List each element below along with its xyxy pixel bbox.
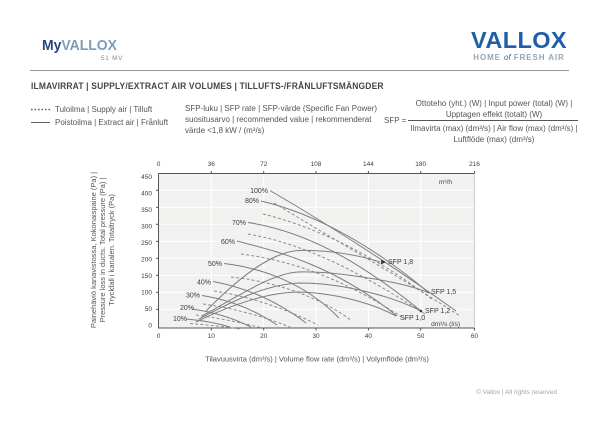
svg-text:72: 72	[260, 161, 268, 168]
svg-text:108: 108	[311, 161, 322, 168]
svg-text:dm³/s (l/s): dm³/s (l/s)	[431, 321, 460, 328]
svg-text:100: 100	[141, 290, 152, 297]
svg-text:SFP 1,8: SFP 1,8	[388, 259, 413, 266]
svg-text:200: 200	[141, 257, 152, 264]
svg-text:20: 20	[260, 333, 268, 340]
svg-text:400: 400	[141, 191, 152, 198]
svg-text:10%: 10%	[173, 316, 187, 323]
svg-text:80%: 80%	[245, 198, 259, 205]
svg-text:450: 450	[141, 174, 152, 181]
svg-text:144: 144	[363, 161, 374, 168]
svg-text:60%: 60%	[221, 239, 235, 246]
svg-text:50%: 50%	[208, 261, 222, 268]
svg-text:180: 180	[415, 161, 426, 168]
svg-text:300: 300	[141, 224, 152, 231]
svg-text:SFP 1,5: SFP 1,5	[431, 289, 456, 296]
svg-text:Pressure loss in ducts. Total: Pressure loss in ducts. Total pressure (…	[98, 178, 107, 323]
svg-text:SFP 1,2: SFP 1,2	[425, 308, 450, 315]
svg-text:150: 150	[141, 273, 152, 280]
svg-text:40%: 40%	[197, 280, 211, 287]
svg-text:0: 0	[157, 333, 161, 340]
svg-text:10: 10	[208, 333, 216, 340]
svg-text:36: 36	[208, 161, 216, 168]
svg-text:100%: 100%	[250, 188, 268, 195]
svg-text:20%: 20%	[180, 305, 194, 312]
svg-text:250: 250	[141, 240, 152, 247]
svg-text:50: 50	[145, 306, 153, 313]
svg-text:30%: 30%	[186, 293, 200, 300]
svg-text:Tilavuusvirta (dm³/s) | Volume: Tilavuusvirta (dm³/s) | Volume flow rate…	[205, 355, 429, 364]
svg-text:30: 30	[312, 333, 320, 340]
svg-text:40: 40	[365, 333, 373, 340]
svg-text:Painehäviö kanavistossa, Kokon: Painehäviö kanavistossa, Kokonaispaine (…	[89, 172, 98, 328]
svg-text:350: 350	[141, 207, 152, 214]
svg-text:50: 50	[417, 333, 425, 340]
svg-text:m³/h: m³/h	[439, 179, 452, 186]
svg-text:60: 60	[471, 333, 479, 340]
svg-text:0: 0	[148, 323, 152, 330]
svg-text:216: 216	[469, 161, 480, 168]
svg-text:SFP 1,0: SFP 1,0	[400, 315, 425, 322]
svg-text:70%: 70%	[232, 220, 246, 227]
svg-text:Tryckfall i kanalen. Totaltryc: Tryckfall i kanalen. Totaltryck (Pa)	[107, 194, 116, 306]
svg-text:0: 0	[157, 161, 161, 168]
